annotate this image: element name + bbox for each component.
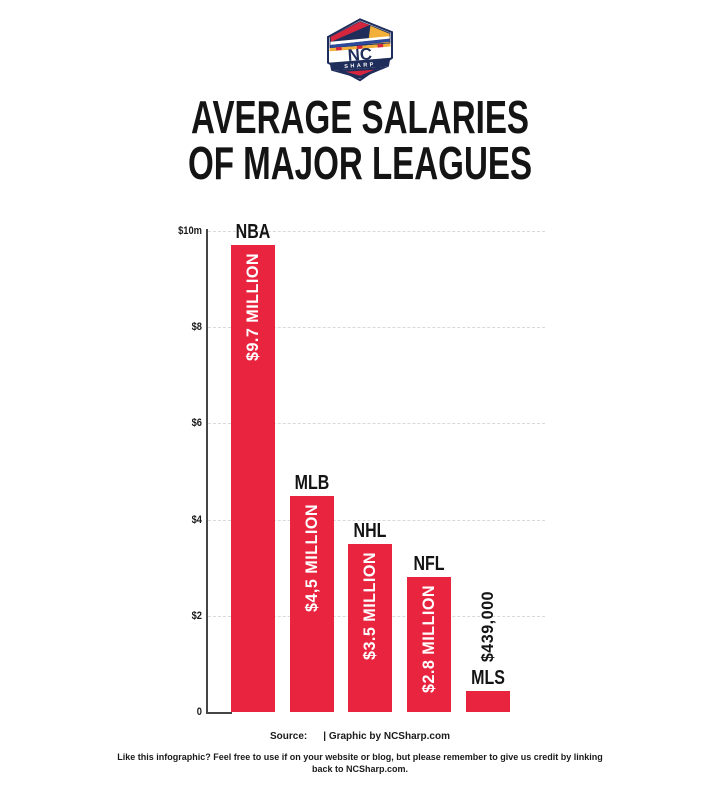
y-tick-10m: $10m: [178, 225, 202, 237]
title-line-2: OF MAJOR LEAGUES: [187, 137, 533, 189]
y-tick-2: $2: [191, 609, 202, 622]
gridline: [208, 519, 545, 521]
footer-note: Like this infographic? Feel free to use …: [117, 752, 603, 774]
credit-text: | Graphic by NCSharp.com: [323, 731, 450, 742]
page-title: AVERAGE SALARIES OF MAJOR LEAGUES: [0, 94, 720, 186]
ncsharp-logo-icon: NC SHARP: [327, 18, 393, 82]
bar-label-mlb: MLB: [294, 472, 330, 494]
y-tick-4: $4: [191, 513, 202, 526]
bar-label-nfl: NFL: [413, 553, 445, 575]
y-axis-line: [206, 229, 208, 714]
gridline: [208, 423, 545, 425]
bar-nhl: [348, 544, 392, 712]
logo-shield: NC SHARP: [327, 18, 393, 82]
x-axis-line: [206, 712, 232, 714]
bar-label-nhl: NHL: [353, 520, 387, 542]
bar-mls: [466, 691, 510, 712]
bar-mlb: [290, 496, 334, 712]
y-tick-6: $6: [191, 417, 202, 430]
logo-sharp-text: SHARP: [344, 62, 376, 70]
bar-nfl: [407, 577, 451, 712]
title-line-1: AVERAGE SALARIES: [191, 91, 529, 143]
y-tick-8: $8: [191, 321, 202, 334]
bar-value-nhl: $3.5 MILLION: [360, 552, 379, 661]
bar-value-mlb: $4,5 MILLION: [302, 504, 321, 613]
gridline: [208, 327, 545, 329]
source-label: Source:: [270, 731, 308, 742]
bar-nba: [231, 245, 275, 712]
bar-label-nba: NBA: [235, 221, 271, 243]
y-tick-0: 0: [196, 706, 202, 718]
gridline: [208, 231, 545, 232]
bar-label-mls: MLS: [471, 667, 505, 689]
bar-value-mls: $439,000: [478, 591, 497, 663]
bar-value-nfl: $2.8 MILLION: [419, 585, 438, 694]
bar-value-nba: $9.7 MILLION: [243, 253, 262, 362]
source-line: Source: | Graphic by NCSharp.com: [0, 731, 720, 742]
